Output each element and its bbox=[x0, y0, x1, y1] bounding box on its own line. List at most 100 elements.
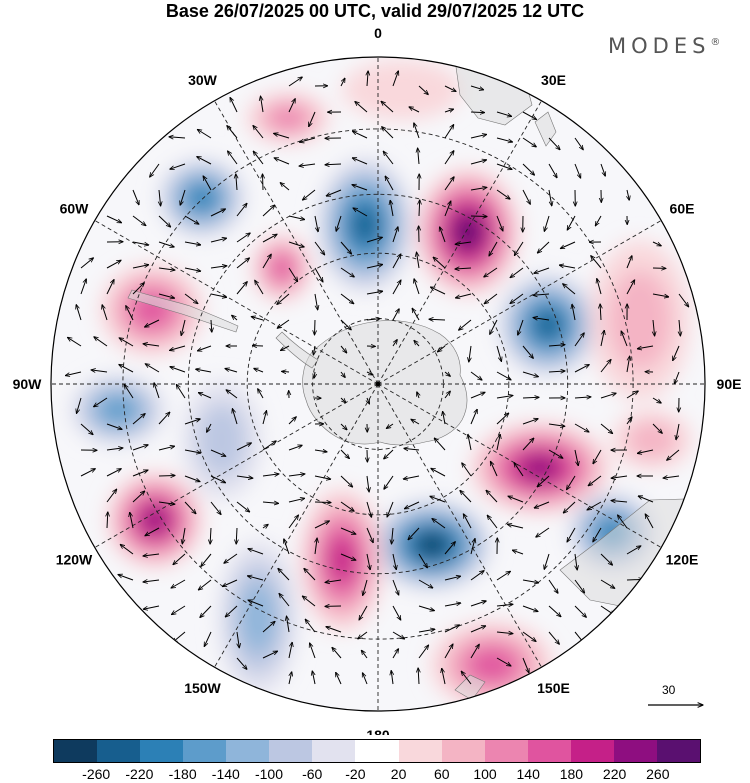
wind-vector bbox=[198, 579, 212, 590]
wind-vector bbox=[384, 449, 394, 459]
wind-vector bbox=[409, 107, 420, 113]
wind-vector bbox=[336, 672, 342, 685]
wind-vector bbox=[326, 627, 342, 633]
longitude-label: 90E bbox=[717, 376, 742, 392]
wind-vector bbox=[462, 463, 472, 477]
longitude-label: 180 bbox=[366, 727, 390, 735]
wind-vector bbox=[522, 419, 538, 425]
wind-vector bbox=[548, 137, 560, 150]
wind-vector bbox=[514, 241, 524, 256]
colorbar-swatch bbox=[441, 740, 485, 762]
wind-vector bbox=[173, 553, 186, 565]
wind-vector bbox=[262, 621, 275, 633]
wind-vector bbox=[548, 579, 558, 593]
wind-vector bbox=[340, 423, 347, 430]
wind-vector bbox=[392, 227, 398, 243]
wind-vector bbox=[626, 391, 638, 399]
wind-vector bbox=[288, 445, 302, 451]
wind-vector bbox=[312, 671, 315, 685]
wind-vector bbox=[159, 189, 161, 206]
wind-vector bbox=[455, 242, 472, 244]
wind-vector bbox=[340, 345, 347, 353]
wind-vector bbox=[314, 215, 318, 232]
wind-vector bbox=[456, 293, 472, 298]
wind-vector bbox=[510, 267, 524, 278]
wind-vector bbox=[210, 209, 225, 217]
wind-vector bbox=[489, 241, 498, 256]
wind-vector bbox=[304, 568, 316, 581]
wind-vector bbox=[444, 644, 453, 659]
wind-vector bbox=[210, 266, 227, 268]
wind-vector bbox=[593, 527, 602, 542]
anomaly-center-a bbox=[317, 157, 413, 293]
wind-vector bbox=[442, 668, 446, 685]
wind-vector bbox=[288, 215, 305, 220]
wind-vector bbox=[230, 98, 238, 113]
wind-vector bbox=[626, 256, 632, 269]
wind-vector bbox=[132, 215, 146, 226]
wind-vector bbox=[470, 644, 479, 659]
wind-vector bbox=[595, 215, 602, 226]
wind-vector bbox=[444, 576, 461, 581]
map-border bbox=[50, 56, 706, 712]
wind-vector bbox=[288, 498, 305, 503]
colorbar-swatch bbox=[613, 740, 657, 762]
wind-vector bbox=[340, 78, 345, 87]
wind-vector bbox=[126, 306, 134, 321]
wind-vector bbox=[236, 443, 251, 451]
wind-vector bbox=[574, 163, 581, 178]
wind-vector bbox=[470, 409, 477, 425]
wind-vector bbox=[106, 448, 123, 450]
wind-vector bbox=[236, 501, 250, 512]
wind-vector bbox=[431, 287, 446, 295]
wind-vector bbox=[181, 319, 186, 336]
anomaly-center-o bbox=[218, 540, 298, 696]
wind-vector bbox=[315, 538, 317, 555]
colorbar-label: -60 bbox=[302, 766, 323, 782]
wind-vector bbox=[120, 545, 134, 555]
longitude-label: 90W bbox=[13, 376, 43, 392]
wind-vector bbox=[496, 396, 513, 399]
wind-vector bbox=[358, 631, 368, 639]
wind-vector bbox=[182, 527, 186, 544]
colorbar-swatch bbox=[226, 740, 270, 762]
wind-vector bbox=[460, 490, 472, 503]
wind-vector bbox=[94, 337, 108, 347]
wind-vector bbox=[130, 512, 134, 529]
wind-vector bbox=[463, 514, 472, 529]
wind-vector bbox=[491, 461, 498, 477]
wind-vector bbox=[574, 579, 585, 593]
new-zealand-landmass bbox=[454, 674, 486, 701]
wind-vector bbox=[392, 254, 401, 269]
anomaly-center-s bbox=[612, 410, 692, 470]
wind-vector bbox=[363, 673, 368, 685]
wind-vector bbox=[184, 449, 201, 453]
anomaly-center-m bbox=[430, 621, 554, 709]
wind-vector bbox=[158, 476, 175, 477]
wind-vector bbox=[626, 280, 635, 295]
wind-vector bbox=[626, 546, 641, 555]
wind-vector bbox=[637, 449, 654, 453]
colorbar-label: 260 bbox=[646, 766, 670, 782]
wind-vector bbox=[210, 475, 226, 483]
wind-vector bbox=[653, 319, 655, 336]
wind-vector bbox=[332, 647, 342, 659]
wind-vector bbox=[444, 542, 455, 555]
wind-vector bbox=[522, 371, 538, 377]
wind-vector bbox=[366, 237, 382, 243]
wind-vector bbox=[325, 580, 342, 582]
wind-vector bbox=[626, 417, 632, 425]
wind-vector bbox=[470, 571, 484, 581]
wind-vector bbox=[440, 227, 446, 243]
wind-vector bbox=[366, 527, 373, 543]
wind-vector bbox=[232, 315, 238, 321]
wind-vector bbox=[574, 333, 584, 347]
wind-vector bbox=[567, 475, 576, 490]
anomaly-center-r bbox=[182, 380, 262, 500]
wind-vector bbox=[392, 71, 398, 87]
wind-vector bbox=[248, 576, 264, 581]
wind-vector bbox=[496, 215, 503, 231]
wind-vector bbox=[106, 280, 114, 295]
wind-vector bbox=[106, 469, 121, 477]
wind-vector bbox=[496, 111, 512, 116]
